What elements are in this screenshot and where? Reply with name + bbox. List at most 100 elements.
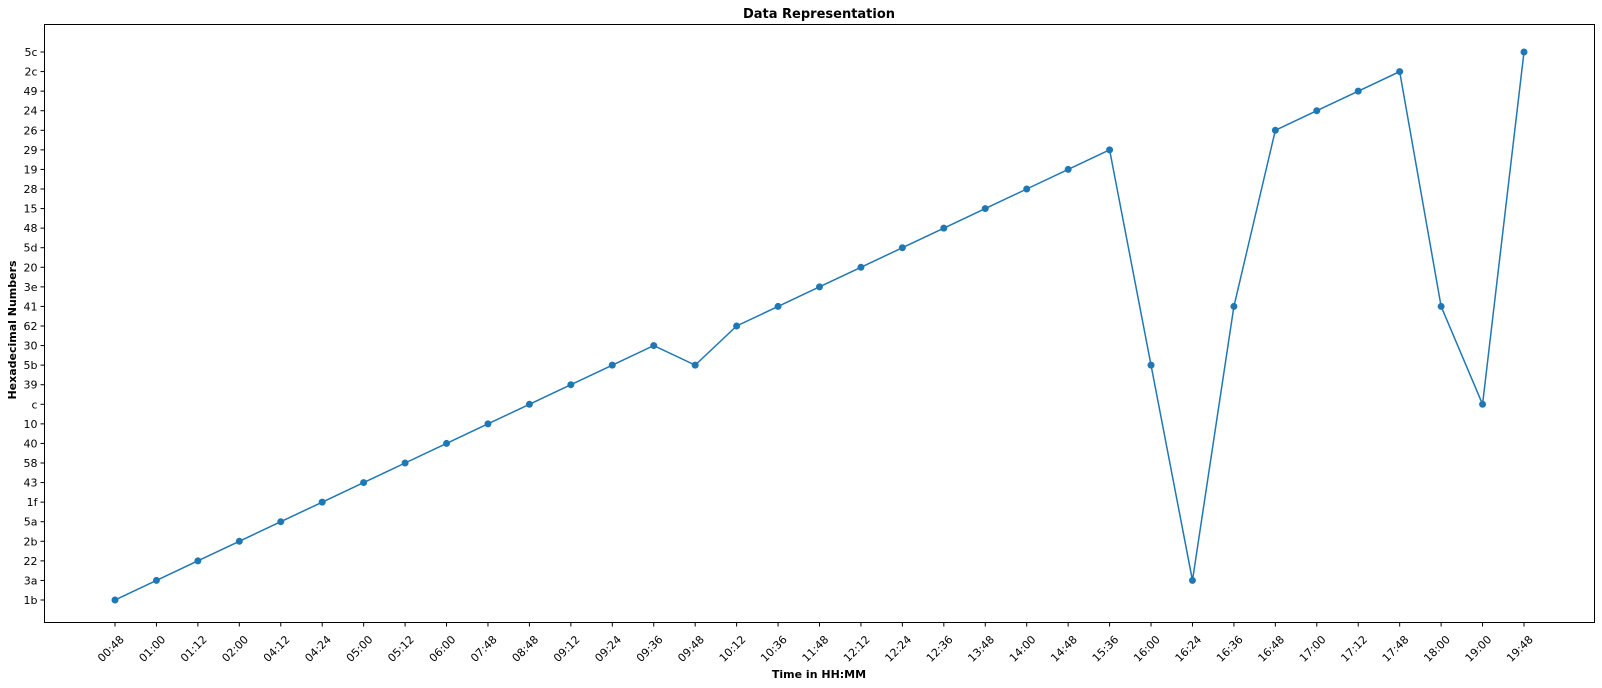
x-tick-label: 09:24 [592, 633, 624, 665]
x-tick-label: 17:12 [1338, 633, 1370, 665]
y-tick-label: 29 [24, 144, 38, 157]
data-point [1230, 302, 1238, 310]
y-tick-label: 28 [24, 183, 38, 196]
data-point [1313, 107, 1321, 115]
y-tick-label: 40 [24, 437, 38, 450]
data-point [1188, 576, 1196, 584]
x-tick-label: 06:00 [427, 633, 459, 665]
x-tick-label: 04:24 [302, 633, 334, 665]
y-tick-label: 48 [24, 222, 38, 235]
data-point [235, 537, 243, 545]
x-tick-label: 12:12 [841, 633, 873, 665]
y-axis: 1b 3a 22 2b 5a 1f 43 58 40 10 c 39 5b 30 62 41 3e 20 5d 48 1… [24, 46, 45, 607]
y-tick-label: 26 [24, 124, 38, 137]
x-tick-label: 09:36 [634, 633, 666, 665]
y-tick-label: 2b [24, 535, 38, 548]
x-tick-label: 16:24 [1173, 633, 1205, 665]
x-tick-label: 11:48 [800, 633, 832, 665]
data-point [567, 381, 575, 389]
x-tick-label: 13:48 [965, 633, 997, 665]
x-axis: 00:48 01:00 01:12 02:00 04:12 04:24 05:00 05:12… [95, 622, 1536, 665]
x-tick-label: 14:00 [1007, 633, 1039, 665]
y-tick-label: 5b [24, 359, 38, 372]
data-point [484, 420, 492, 428]
y-tick-label: 2c [24, 66, 37, 79]
y-tick-label: c [31, 398, 37, 411]
y-tick-label: 22 [24, 555, 38, 568]
x-tick-label: 18:00 [1421, 633, 1453, 665]
chart-title: Data Representation [743, 7, 895, 22]
x-tick-label: 05:00 [344, 633, 376, 665]
data-point [608, 361, 616, 369]
y-tick-label: 1f [27, 496, 39, 509]
y-tick-label: 3a [24, 574, 38, 587]
data-point [277, 518, 285, 526]
data-point [443, 439, 451, 447]
y-tick-label: 15 [24, 203, 38, 216]
x-tick-label: 17:00 [1297, 633, 1329, 665]
x-tick-label: 12:36 [924, 633, 956, 665]
x-tick-label: 14:48 [1048, 633, 1080, 665]
data-point [1354, 87, 1362, 95]
data-point [1023, 185, 1031, 193]
data-point [111, 596, 119, 604]
x-tick-label: 01:00 [137, 633, 169, 665]
y-tick-label: 43 [24, 477, 38, 490]
y-tick-label: 5c [24, 46, 37, 59]
data-point [1520, 48, 1528, 56]
y-tick-label: 20 [24, 261, 38, 274]
x-tick-label: 10:12 [717, 633, 749, 665]
data-point [691, 361, 699, 369]
data-point [1106, 146, 1114, 154]
x-tick-label: 12:24 [883, 633, 915, 665]
x-tick-label: 19:48 [1504, 633, 1536, 665]
data-point [360, 479, 368, 487]
data-point [152, 576, 160, 584]
x-tick-label: 16:36 [1214, 633, 1246, 665]
data-point [318, 498, 326, 506]
y-axis-label: Hexadecimal Numbers [6, 260, 19, 400]
data-point [1396, 68, 1404, 76]
data-point [1271, 126, 1279, 134]
data-point [401, 459, 409, 467]
data-point [940, 224, 948, 232]
data-point [733, 322, 741, 330]
x-tick-label: 08:48 [510, 633, 542, 665]
data-point [1479, 400, 1487, 408]
data-point [1437, 302, 1445, 310]
y-tick-label: 41 [24, 300, 38, 313]
data-point [650, 342, 658, 350]
x-tick-label: 05:12 [385, 633, 417, 665]
x-tick-label: 16:00 [1131, 633, 1163, 665]
data-point [525, 400, 533, 408]
x-tick-label: 19:00 [1463, 633, 1495, 665]
x-tick-label: 10:36 [758, 633, 790, 665]
series-layer [111, 48, 1528, 604]
plot-frame [44, 24, 1595, 623]
y-tick-label: 10 [24, 418, 38, 431]
x-tick-label: 01:12 [178, 633, 210, 665]
x-tick-label: 04:12 [261, 633, 293, 665]
x-tick-label: 02:00 [219, 633, 251, 665]
y-tick-label: 19 [24, 163, 38, 176]
data-point [898, 244, 906, 252]
x-tick-label: 15:36 [1090, 633, 1122, 665]
data-point [857, 263, 865, 271]
data-point [981, 205, 989, 213]
x-tick-label: 17:48 [1380, 633, 1412, 665]
y-tick-label: 62 [24, 320, 38, 333]
y-tick-label: 5d [24, 242, 38, 255]
y-tick-label: 1b [24, 594, 38, 607]
data-point [1064, 165, 1072, 173]
x-tick-label: 09:12 [551, 633, 583, 665]
y-tick-label: 30 [24, 340, 38, 353]
y-tick-label: 49 [24, 85, 38, 98]
y-tick-label: 24 [24, 105, 38, 118]
y-tick-label: 58 [24, 457, 38, 470]
data-point [816, 283, 823, 291]
y-tick-label: 39 [24, 379, 38, 392]
x-tick-label: 09:48 [675, 633, 707, 665]
y-tick-label: 3e [24, 281, 38, 294]
x-axis-label: Time in HH:MM [772, 668, 866, 681]
